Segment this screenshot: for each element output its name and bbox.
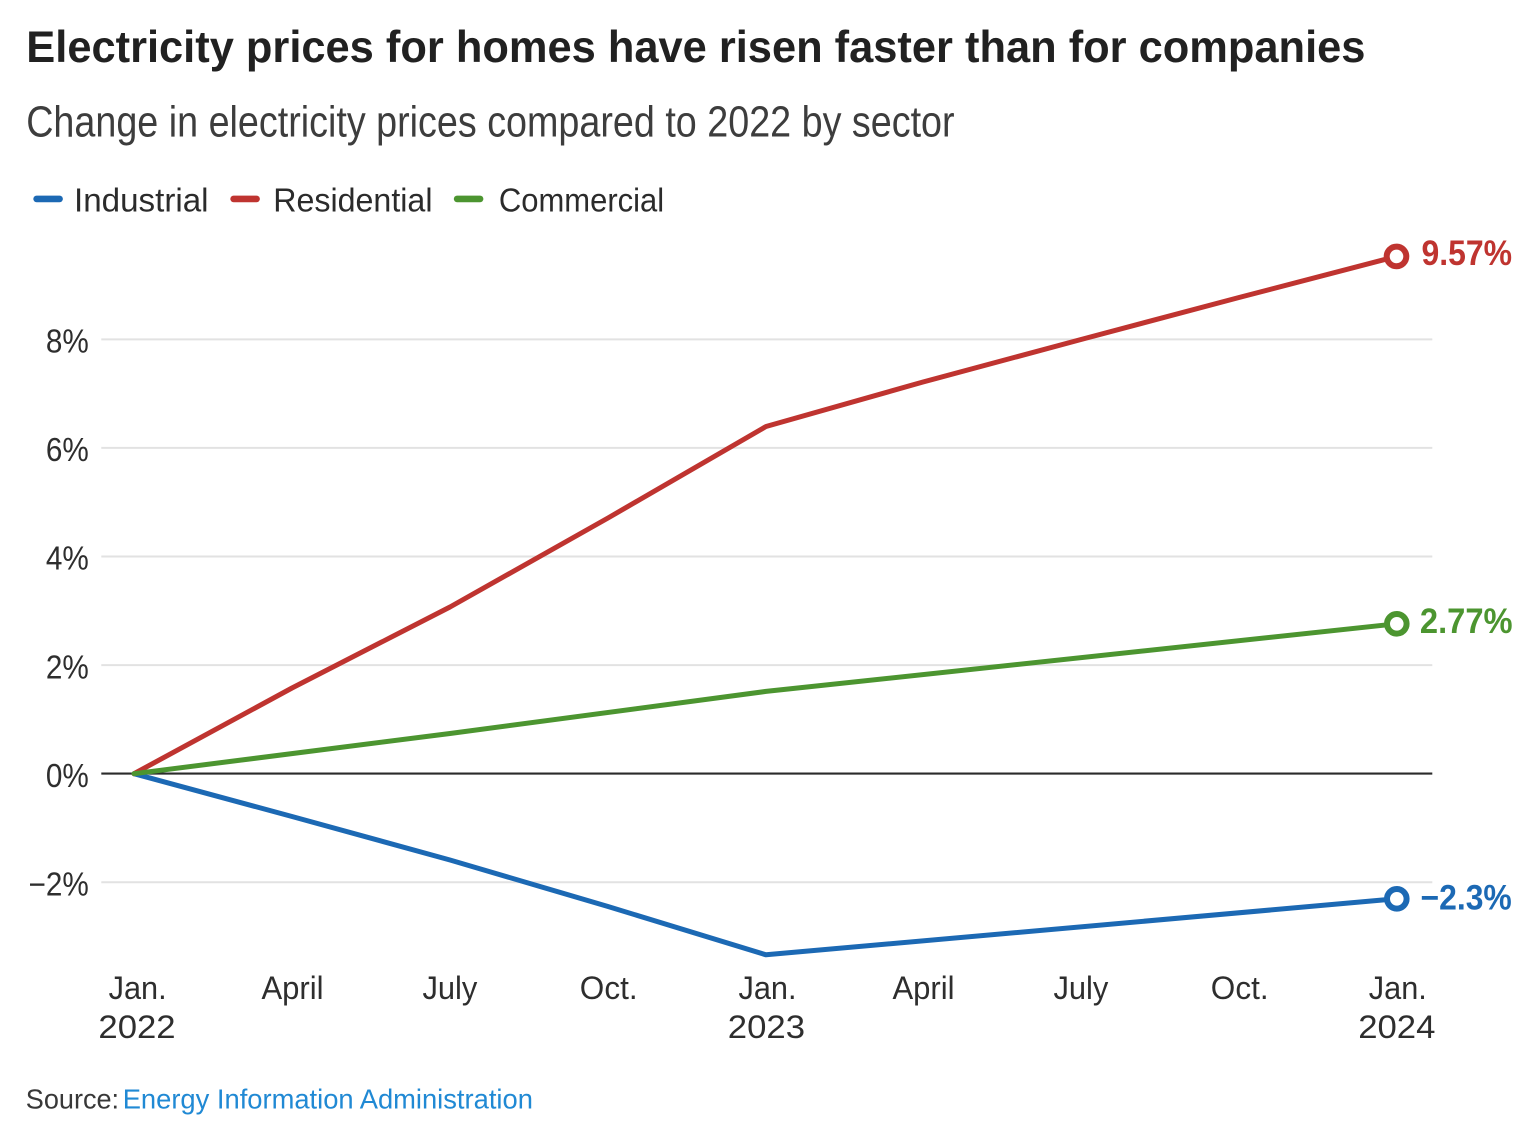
- svg-text:2022: 2022: [98, 1010, 175, 1045]
- svg-text:April: April: [261, 969, 323, 1006]
- svg-text:8%: 8%: [46, 323, 89, 360]
- svg-text:−2%: −2%: [29, 866, 89, 903]
- svg-text:2.77%: 2.77%: [1420, 602, 1513, 641]
- svg-text:July: July: [422, 970, 477, 1006]
- svg-text:Jan.: Jan.: [1369, 970, 1427, 1006]
- svg-text:2023: 2023: [728, 1010, 805, 1045]
- svg-text:Source:: Source:: [26, 1083, 119, 1115]
- svg-text:6%: 6%: [46, 432, 89, 469]
- svg-text:9.57%: 9.57%: [1422, 235, 1513, 274]
- svg-text:Electricity prices for homes h: Electricity prices for homes have risen …: [26, 23, 1365, 73]
- svg-text:−2.3%: −2.3%: [1421, 879, 1512, 918]
- svg-text:Jan.: Jan.: [739, 970, 797, 1006]
- svg-text:2024: 2024: [1358, 1010, 1435, 1045]
- svg-text:Commercial: Commercial: [499, 182, 664, 219]
- svg-text:July: July: [1053, 970, 1108, 1006]
- svg-text:Jan.: Jan.: [109, 970, 167, 1006]
- svg-text:Residential: Residential: [273, 181, 432, 218]
- svg-text:0%: 0%: [46, 757, 89, 794]
- svg-text:Energy Information Administrat: Energy Information Administration: [123, 1083, 533, 1114]
- svg-text:Change in electricity prices c: Change in electricity prices compared to…: [26, 97, 954, 146]
- svg-text:4%: 4%: [46, 540, 89, 577]
- svg-text:Oct.: Oct.: [1211, 970, 1269, 1006]
- svg-text:Industrial: Industrial: [74, 183, 209, 220]
- svg-text:Oct.: Oct.: [580, 970, 638, 1006]
- svg-text:April: April: [892, 969, 954, 1006]
- svg-text:2%: 2%: [46, 649, 89, 686]
